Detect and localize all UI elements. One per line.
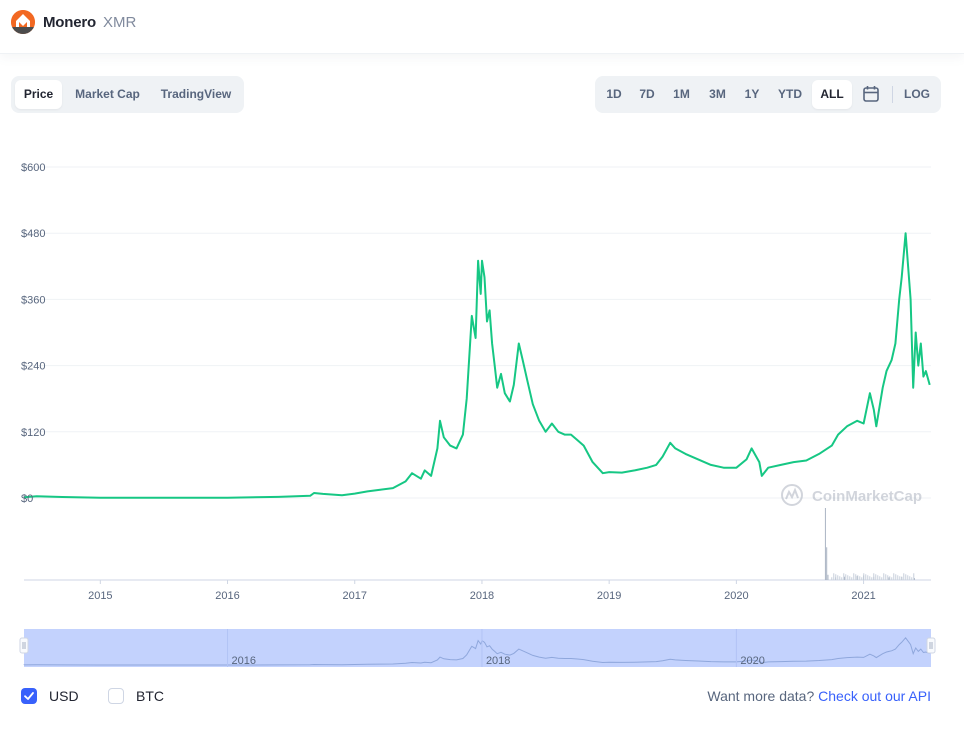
range-1d-button[interactable]: 1D (606, 87, 622, 101)
price-chart[interactable]: CoinMarketCap $600 $480 $360 $240 $120 $0 201… (0, 130, 964, 610)
api-prompt: Want more data? (707, 688, 815, 704)
navigator-label: 2020 (740, 655, 764, 667)
y-tick-label: $600 (21, 162, 45, 174)
coin-symbol: XMR (103, 14, 137, 31)
range-navigator[interactable]: 2016 2018 2020 (0, 622, 964, 674)
navigator-label: 2018 (486, 655, 510, 667)
api-promo: Want more data? Check out our API (707, 687, 931, 705)
checkmark-icon (24, 692, 34, 700)
navigator-handle (926, 637, 936, 654)
range-7d-button[interactable]: 7D (639, 87, 655, 101)
range-all-button[interactable]: ALL (812, 80, 852, 109)
monero-logo-icon (11, 10, 35, 34)
log-scale-button[interactable]: LOG (904, 87, 930, 101)
watermark-logo-mark (785, 487, 799, 500)
x-tick-label: 2018 (470, 590, 494, 602)
tab-tradingview[interactable]: TradingView (160, 87, 232, 101)
x-tick-label: 2015 (88, 590, 112, 602)
legend-usd-label: USD (49, 688, 79, 704)
coin-header: Monero XMR (0, 0, 964, 54)
legend-usd[interactable]: USD (21, 687, 101, 705)
legend-btc-label: BTC (136, 688, 164, 704)
view-tabs: Price Market Cap TradingView (11, 76, 244, 113)
range-1y-button[interactable]: 1Y (744, 87, 760, 101)
range-tabs: 1D 7D 1M 3M 1Y YTD ALL LOG (595, 76, 941, 113)
watermark-logo-icon (781, 484, 803, 506)
watermark-text: CoinMarketCap (812, 488, 922, 505)
y-tick-label: $240 (21, 361, 45, 373)
range-ytd-button[interactable]: YTD (778, 87, 802, 101)
y-tick-label: $480 (21, 228, 45, 240)
usd-checkbox[interactable] (21, 688, 37, 704)
range-1m-button[interactable]: 1M (673, 87, 690, 101)
navigator-label: 2016 (232, 655, 256, 667)
calendar-icon[interactable] (853, 80, 889, 109)
y-tick-label: $120 (21, 427, 45, 439)
navigator-selection (24, 629, 931, 667)
legend-btc[interactable]: BTC (108, 687, 188, 705)
tab-price[interactable]: Price (15, 80, 62, 109)
coin-name: Monero (43, 14, 96, 31)
y-tick-label: $0 (21, 493, 33, 505)
x-tick-label: 2020 (724, 590, 748, 602)
btc-checkbox[interactable] (108, 688, 124, 704)
navigator-handle (19, 637, 29, 654)
navigator-line (23, 636, 930, 666)
x-tick-label: 2021 (851, 590, 875, 602)
x-tick-label: 2017 (343, 590, 367, 602)
range-3m-button[interactable]: 3M (709, 87, 726, 101)
y-tick-label: $360 (21, 294, 45, 306)
tab-market-cap[interactable]: Market Cap (75, 87, 140, 101)
coinmarketcap-watermark: CoinMarketCap (781, 484, 922, 506)
api-link[interactable]: Check out our API (818, 688, 931, 704)
price-line-usd (23, 232, 931, 499)
x-tick-label: 2019 (597, 590, 621, 602)
range-divider (892, 86, 893, 103)
x-tick-label: 2016 (215, 590, 239, 602)
